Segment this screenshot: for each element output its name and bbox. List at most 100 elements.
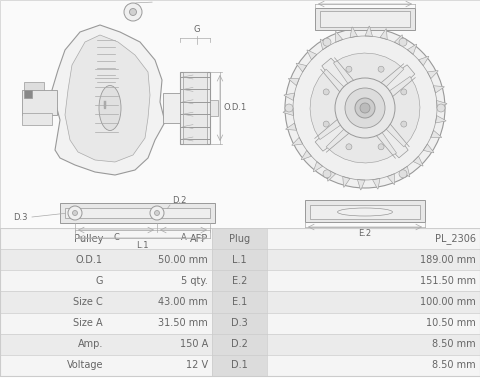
Circle shape	[335, 78, 395, 138]
Polygon shape	[433, 86, 444, 93]
Ellipse shape	[337, 208, 393, 216]
Circle shape	[150, 206, 164, 220]
Bar	[22, 90, 57, 115]
Bar	[183, 72, 207, 144]
Bar	[0, 228, 212, 249]
Polygon shape	[370, 116, 408, 158]
Text: D.3: D.3	[231, 318, 248, 328]
Text: AFP: AFP	[190, 234, 208, 244]
Text: Pulley: Pulley	[73, 234, 103, 244]
Bar	[267, 228, 480, 249]
Bar	[180, 72, 210, 144]
Text: E.1: E.1	[232, 297, 247, 307]
Bar	[315, 8, 415, 30]
Bar	[0, 249, 212, 270]
Bar	[0, 228, 480, 376]
Text: 50.00 mm: 50.00 mm	[158, 255, 208, 265]
Text: A: A	[180, 233, 186, 242]
Text: 8.50 mm: 8.50 mm	[432, 339, 476, 349]
Bar	[60, 203, 215, 223]
Circle shape	[437, 104, 445, 112]
Circle shape	[399, 38, 407, 46]
Polygon shape	[358, 180, 365, 190]
Text: Amp.: Amp.	[78, 339, 103, 349]
Text: D.3: D.3	[13, 212, 28, 222]
Polygon shape	[328, 170, 336, 181]
Text: D.1: D.1	[157, 0, 171, 1]
Bar	[212, 291, 267, 313]
Circle shape	[68, 206, 82, 220]
Polygon shape	[322, 58, 360, 100]
Bar	[0, 291, 212, 313]
Polygon shape	[296, 63, 307, 72]
Text: D.2: D.2	[231, 339, 248, 349]
Text: 5 qty.: 5 qty.	[181, 276, 208, 286]
Text: 189.00 mm: 189.00 mm	[420, 255, 476, 265]
Polygon shape	[301, 150, 312, 160]
Polygon shape	[431, 130, 442, 138]
Bar	[320, 11, 410, 27]
Polygon shape	[380, 29, 387, 40]
Polygon shape	[310, 69, 351, 139]
Polygon shape	[387, 174, 395, 185]
Circle shape	[345, 88, 385, 128]
Text: 100.00 mm: 100.00 mm	[420, 297, 476, 307]
Text: 10.50 mm: 10.50 mm	[426, 318, 476, 328]
Polygon shape	[336, 32, 343, 42]
Polygon shape	[313, 162, 323, 172]
Circle shape	[360, 103, 370, 113]
Polygon shape	[350, 27, 358, 38]
Polygon shape	[286, 123, 297, 130]
Bar	[0, 313, 212, 334]
Bar	[212, 313, 267, 334]
Text: C: C	[113, 233, 119, 242]
Bar	[24, 90, 32, 98]
Bar	[163, 93, 180, 123]
Circle shape	[378, 66, 384, 72]
Bar	[267, 249, 480, 270]
Bar	[212, 249, 267, 270]
Text: Plug: Plug	[229, 234, 250, 244]
Text: L.1: L.1	[136, 241, 149, 250]
Polygon shape	[307, 50, 317, 60]
Text: 8.50 mm: 8.50 mm	[432, 360, 476, 370]
Circle shape	[401, 89, 407, 95]
Text: Size C: Size C	[73, 297, 103, 307]
Text: 43.00 mm: 43.00 mm	[158, 297, 208, 307]
Circle shape	[346, 66, 352, 72]
Circle shape	[323, 170, 331, 178]
Bar	[267, 291, 480, 313]
Circle shape	[124, 3, 142, 21]
Text: D.1: D.1	[231, 360, 248, 370]
Bar	[212, 334, 267, 355]
Circle shape	[346, 144, 352, 150]
Polygon shape	[413, 156, 423, 166]
Text: O.D.1: O.D.1	[223, 103, 246, 112]
Text: D.2: D.2	[172, 196, 186, 205]
Polygon shape	[52, 25, 165, 175]
Circle shape	[285, 28, 445, 188]
Bar	[305, 200, 425, 222]
Polygon shape	[423, 144, 434, 153]
Polygon shape	[373, 65, 415, 103]
Bar	[0, 334, 212, 355]
Circle shape	[378, 144, 384, 150]
Polygon shape	[315, 113, 357, 151]
Circle shape	[155, 211, 159, 215]
Circle shape	[355, 98, 375, 118]
Bar	[267, 270, 480, 291]
Bar	[310, 205, 420, 219]
Bar	[0, 270, 212, 291]
Bar	[22, 113, 52, 125]
Polygon shape	[408, 44, 417, 54]
Ellipse shape	[99, 86, 121, 130]
Circle shape	[399, 170, 407, 178]
Polygon shape	[343, 176, 350, 187]
Bar	[24, 82, 44, 90]
Polygon shape	[334, 53, 404, 94]
Polygon shape	[326, 122, 396, 163]
Polygon shape	[379, 76, 420, 147]
Circle shape	[130, 8, 136, 16]
Circle shape	[323, 38, 331, 46]
Text: PL_2306: PL_2306	[435, 233, 476, 244]
